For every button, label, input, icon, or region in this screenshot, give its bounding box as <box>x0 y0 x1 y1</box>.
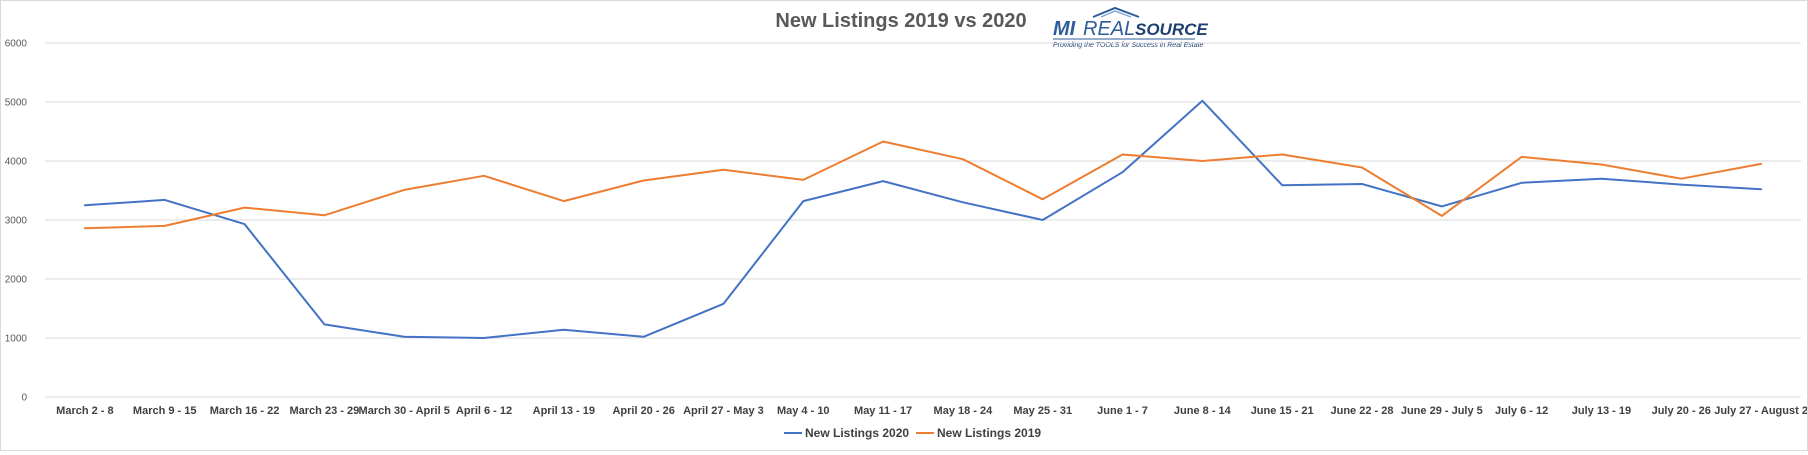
x-axis-ticks: March 2 - 8 March 9 - 15 March 16 - 22 Marc… <box>56 405 1808 417</box>
y-tick-label: 0 <box>21 393 27 404</box>
legend-label: New Listings 2020 <box>805 426 909 440</box>
x-tick-label: June 22 - 28 <box>1331 405 1394 417</box>
x-tick-label: April 13 - 19 <box>533 405 595 417</box>
logo-mi-text: MI <box>1053 18 1076 40</box>
series-line-2020 <box>83 99 1763 339</box>
x-tick-label: April 6 - 12 <box>456 405 512 417</box>
logo-roof-icon <box>1092 6 1140 18</box>
series-lines <box>83 99 1763 339</box>
x-tick-label: May 25 - 31 <box>1013 405 1072 417</box>
x-tick-label: March 30 - April 5 <box>359 405 450 417</box>
x-tick-label: June 1 - 7 <box>1097 405 1148 417</box>
y-tick-label: 1000 <box>5 334 28 345</box>
y-tick-label: 4000 <box>5 157 28 168</box>
logo-roof-inner-icon <box>1100 10 1132 18</box>
y-tick-label: 2000 <box>5 275 28 286</box>
x-tick-label: April 20 - 26 <box>612 405 674 417</box>
x-tick-label: May 18 - 24 <box>934 405 994 417</box>
series-line-2019 <box>83 140 1763 230</box>
x-tick-label: June 29 - July 5 <box>1401 405 1483 417</box>
legend: New Listings 2020 New Listings 2019 <box>784 426 1041 440</box>
x-tick-label: July 20 - 26 <box>1652 405 1711 417</box>
x-tick-label: June 8 - 14 <box>1174 405 1232 417</box>
x-tick-label: March 23 - 29 <box>290 405 360 417</box>
x-tick-label: April 27 - May 3 <box>683 405 764 417</box>
y-tick-label: 6000 <box>5 39 28 50</box>
gridlines <box>45 42 1801 398</box>
legend-label: New Listings 2019 <box>937 426 1041 440</box>
logo-source-text: SOURCE <box>1135 20 1208 39</box>
x-tick-label: March 9 - 15 <box>133 405 197 417</box>
y-axis-ticks: 0 1000 2000 3000 4000 5000 6000 <box>5 39 28 404</box>
x-tick-label: July 27 - August 2 <box>1714 405 1807 417</box>
x-tick-label: May 4 - 10 <box>777 405 830 417</box>
x-tick-label: March 2 - 8 <box>56 405 113 417</box>
x-tick-label: March 16 - 22 <box>210 405 280 417</box>
x-tick-label: May 11 - 17 <box>854 405 912 417</box>
logo: MI REAL SOURCE Providing the TOOLS for S… <box>1053 6 1208 49</box>
logo-real-text: REAL <box>1083 18 1135 40</box>
chart-title: New Listings 2019 vs 2020 <box>775 10 1026 32</box>
y-tick-label: 5000 <box>5 98 28 109</box>
x-tick-label: June 15 - 21 <box>1251 405 1314 417</box>
x-tick-label: July 6 - 12 <box>1495 405 1548 417</box>
x-tick-label: July 13 - 19 <box>1572 405 1631 417</box>
logo-tagline: Providing the TOOLS for Success in Real … <box>1053 42 1204 49</box>
y-tick-label: 3000 <box>5 216 28 227</box>
